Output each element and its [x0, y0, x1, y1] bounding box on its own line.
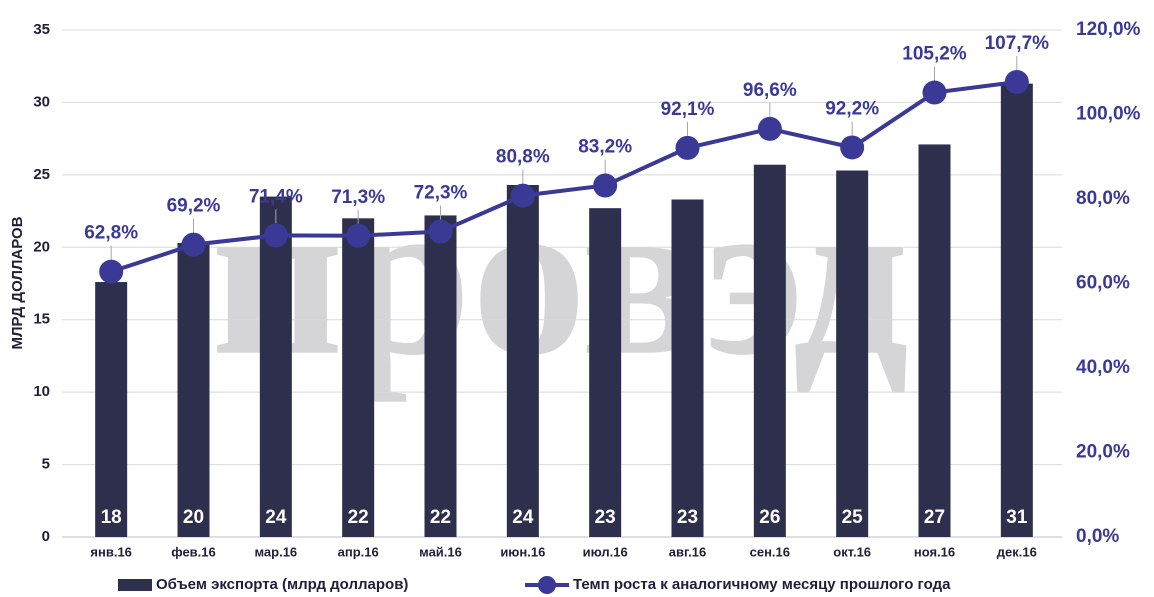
- bar: [342, 218, 375, 538]
- bar: [836, 170, 869, 538]
- y-tick-label: 0: [42, 528, 50, 545]
- point: [593, 173, 618, 198]
- point-value-label: 72,3%: [414, 183, 468, 204]
- point: [99, 259, 124, 284]
- point-value-label: 71,3%: [331, 187, 385, 208]
- watermark: провэд: [211, 148, 909, 403]
- legend-label: Темп роста к аналогичному месяцу прошлог…: [573, 576, 951, 593]
- point: [346, 223, 371, 248]
- bar: [918, 144, 951, 538]
- x-tick-label: дек.16: [997, 544, 1037, 559]
- line: [110, 79, 1018, 274]
- legend-label: Объем экспорта (млрд долларов): [156, 576, 408, 593]
- point-value-label: 71,4%: [249, 186, 303, 207]
- bar-value-label: 24: [512, 507, 534, 528]
- legend-swatch: [538, 576, 556, 594]
- point-value-label: 92,1%: [661, 99, 715, 120]
- y2-tick-label: 0,0%: [1076, 526, 1119, 547]
- x-tick-label: сен.16: [750, 544, 790, 559]
- bar-value-label: 23: [677, 507, 698, 528]
- point-value-label: 92,2%: [825, 98, 879, 119]
- point-value-label: 105,2%: [902, 44, 967, 65]
- point: [922, 80, 947, 105]
- y-tick-label: 10: [33, 383, 50, 400]
- point: [840, 135, 865, 160]
- x-tick-label: апр.16: [338, 544, 379, 559]
- bar-value-label: 22: [348, 507, 369, 528]
- x-tick-label: ноя.16: [914, 544, 955, 559]
- point-value-label: 69,2%: [167, 196, 221, 217]
- point: [757, 116, 782, 141]
- bar-value-label: 31: [1006, 507, 1028, 528]
- bar-value-label: 25: [842, 507, 864, 528]
- x-tick-label: янв.16: [90, 544, 132, 559]
- x-tick-label: фев.16: [171, 544, 216, 559]
- bar: [95, 282, 128, 537]
- x-tick-label: мар.16: [254, 544, 297, 559]
- y2-tick-label: 100,0%: [1076, 104, 1141, 125]
- point-value-label: 80,8%: [496, 147, 550, 168]
- point-value-label: 83,2%: [578, 136, 632, 157]
- bar: [424, 215, 457, 537]
- x-tick-label: июл.16: [583, 544, 628, 559]
- bar: [506, 184, 539, 538]
- point: [263, 223, 288, 248]
- y2-tick-label: 80,0%: [1076, 188, 1130, 209]
- point-value-label: 107,7%: [985, 33, 1050, 54]
- y2-tick-label: 60,0%: [1076, 273, 1130, 294]
- y-axis-title: МЛРД ДОЛЛАРОВ: [9, 216, 26, 349]
- y-tick-label: 30: [33, 93, 50, 110]
- bar-value-label: 26: [759, 507, 780, 528]
- y2-tick-label: 20,0%: [1076, 442, 1130, 463]
- bar-value-label: 20: [183, 507, 204, 528]
- point: [675, 135, 700, 160]
- point: [181, 232, 206, 257]
- y2-tick-label: 120,0%: [1076, 19, 1141, 40]
- bar: [259, 196, 292, 538]
- x-tick-label: июн.16: [500, 544, 545, 559]
- point: [1004, 69, 1029, 94]
- bar: [589, 208, 622, 537]
- bar-value-label: 22: [430, 507, 451, 528]
- y-tick-label: 20: [33, 238, 50, 255]
- x-tick-label: окт.16: [833, 544, 871, 559]
- bar-value-label: 23: [595, 507, 616, 528]
- bar: [177, 242, 210, 537]
- legend-swatch: [118, 579, 152, 591]
- bar-value-label: 27: [924, 507, 945, 528]
- y-tick-label: 25: [33, 166, 50, 183]
- x-tick-label: май.16: [419, 544, 462, 559]
- bar-value-label: 18: [101, 507, 122, 528]
- point-value-label: 62,8%: [84, 223, 138, 244]
- y-tick-label: 15: [33, 311, 50, 328]
- y-tick-label: 5: [42, 456, 50, 473]
- y-tick-label: 35: [33, 21, 50, 38]
- point-value-label: 96,6%: [743, 80, 797, 101]
- bar: [1000, 83, 1033, 538]
- point: [510, 183, 535, 208]
- bar: [671, 199, 704, 538]
- y2-tick-label: 40,0%: [1076, 357, 1130, 378]
- bar-value-label: 24: [265, 507, 287, 528]
- point: [428, 219, 453, 244]
- x-tick-label: авг.16: [669, 544, 706, 559]
- bar: [753, 164, 786, 537]
